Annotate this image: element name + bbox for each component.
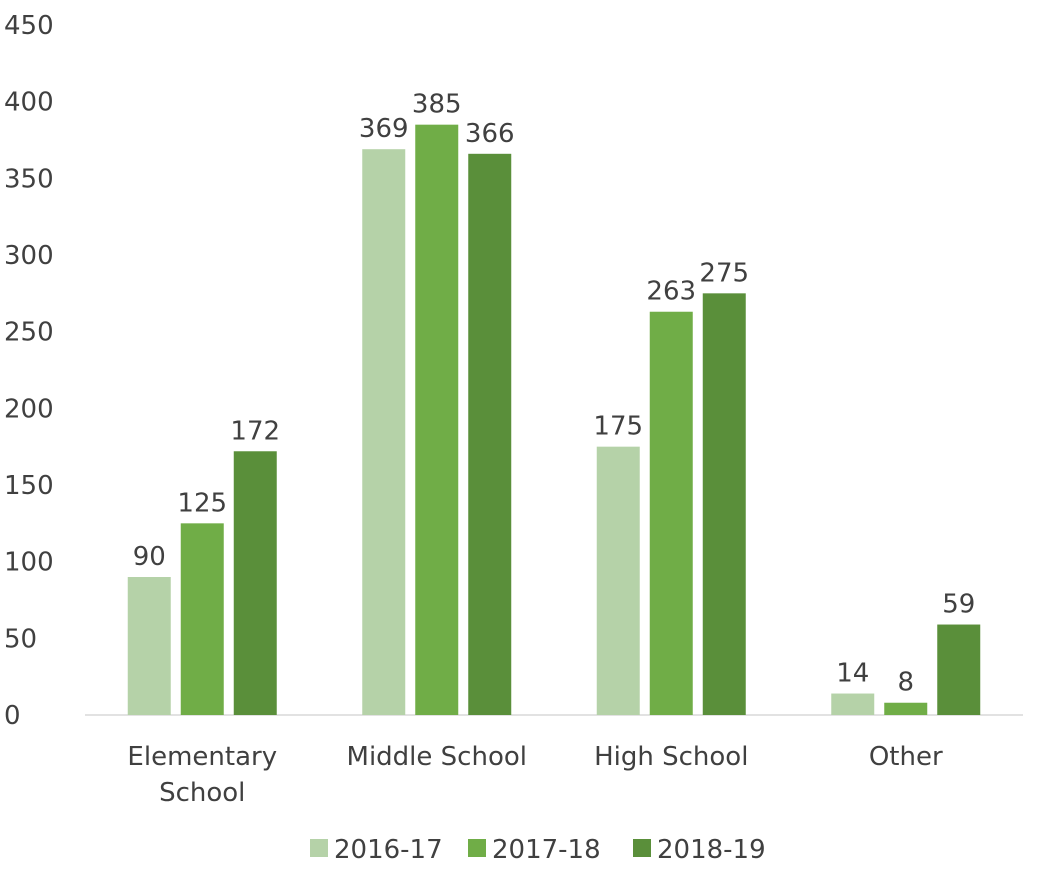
y-tick-label: 100 bbox=[4, 548, 54, 578]
bar-2017-18 bbox=[884, 702, 928, 715]
y-tick-label: 0 bbox=[4, 701, 21, 731]
data-label: 172 bbox=[230, 416, 280, 446]
y-tick-label: 50 bbox=[4, 624, 37, 654]
data-label: 90 bbox=[133, 542, 166, 572]
bars bbox=[127, 124, 981, 716]
data-label: 385 bbox=[412, 90, 462, 120]
y-axis: 0 50 100 150 200 250 300 350 400 450 bbox=[4, 11, 54, 731]
data-label: 366 bbox=[465, 119, 515, 149]
legend-label: 2018-19 bbox=[657, 835, 766, 865]
bar-2016-17 bbox=[596, 446, 640, 715]
data-label: 14 bbox=[836, 659, 869, 689]
x-category-label: Other bbox=[869, 742, 943, 772]
x-category-label: High School bbox=[594, 742, 748, 772]
data-label: 263 bbox=[646, 277, 696, 307]
x-category-label: Middle School bbox=[347, 742, 527, 772]
legend-swatch bbox=[468, 839, 486, 857]
legend: 2016-17 2017-18 2018-19 bbox=[310, 835, 766, 865]
y-tick-label: 250 bbox=[4, 318, 54, 348]
bar-2016-17 bbox=[831, 693, 875, 715]
bar-2016-17 bbox=[362, 149, 406, 715]
data-label: 8 bbox=[897, 668, 914, 698]
x-category-label: Elementary bbox=[127, 742, 277, 772]
data-label: 275 bbox=[699, 258, 749, 288]
legend-swatch bbox=[310, 839, 328, 857]
data-label: 59 bbox=[942, 590, 975, 620]
legend-swatch bbox=[633, 839, 651, 857]
bar-2017-18 bbox=[180, 523, 224, 715]
y-tick-label: 300 bbox=[4, 241, 54, 271]
bar-2018-19 bbox=[937, 624, 981, 715]
bar-2016-17 bbox=[127, 577, 171, 715]
bar-2017-18 bbox=[415, 124, 459, 715]
y-tick-label: 150 bbox=[4, 471, 54, 501]
bar-2018-19 bbox=[233, 451, 277, 715]
x-axis: Elementary School Middle School High School… bbox=[127, 742, 943, 808]
data-label: 175 bbox=[593, 412, 643, 442]
bar-2018-19 bbox=[468, 153, 512, 716]
bar-2018-19 bbox=[702, 293, 746, 715]
data-label: 125 bbox=[177, 488, 227, 518]
bar-2017-18 bbox=[649, 311, 693, 715]
legend-label: 2016-17 bbox=[334, 835, 443, 865]
y-tick-label: 200 bbox=[4, 394, 54, 424]
y-tick-label: 450 bbox=[4, 11, 54, 41]
legend-label: 2017-18 bbox=[492, 835, 601, 865]
data-label: 369 bbox=[359, 114, 409, 144]
x-category-label: School bbox=[159, 778, 245, 808]
y-tick-label: 350 bbox=[4, 164, 54, 194]
y-tick-label: 400 bbox=[4, 88, 54, 118]
